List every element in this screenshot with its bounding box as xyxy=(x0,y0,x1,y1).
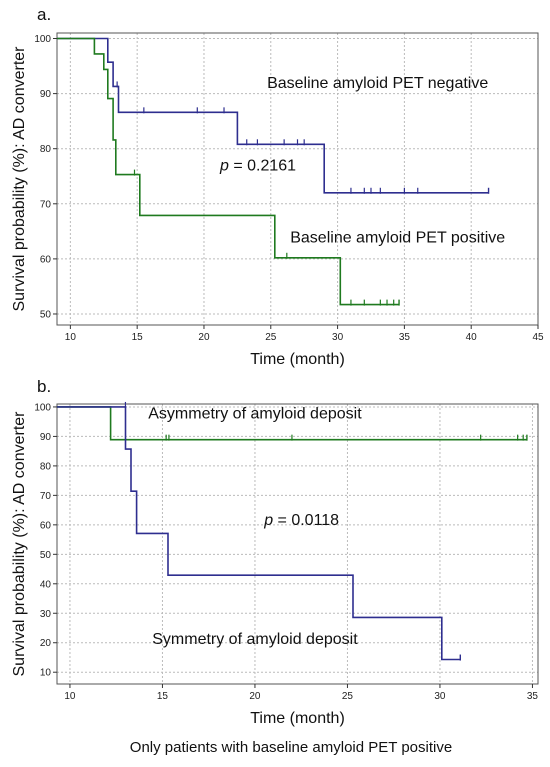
x-tick-label: 30 xyxy=(332,332,344,343)
p-value-annotation: p = 0.2161 xyxy=(219,158,296,175)
series-label: Symmetry of amyloid deposit xyxy=(152,631,358,648)
series-label: Baseline amyloid PET positive xyxy=(290,229,505,246)
plot-frame xyxy=(56,32,539,326)
y-tick-label: 80 xyxy=(40,461,52,472)
panel-b-survival-plot: b. 10 15 20 25 30 35 10 20 30 40 50 60 70 80 90 100 Time … xyxy=(11,377,539,727)
series-label: Asymmetry of amyloid deposit xyxy=(148,406,362,423)
y-tick-label: 90 xyxy=(40,89,52,100)
x-tick-label: 35 xyxy=(527,691,539,702)
y-tick-label: 60 xyxy=(40,520,52,531)
y-tick-label: 90 xyxy=(40,432,52,443)
y-tick-label: 20 xyxy=(40,638,52,649)
x-tick-label: 45 xyxy=(532,332,544,343)
p-value-text: = 0.2161 xyxy=(229,158,296,175)
y-tick-label: 100 xyxy=(34,402,51,413)
x-tick-label: 35 xyxy=(399,332,411,343)
y-tick-label: 50 xyxy=(40,550,52,561)
x-tick-label: 25 xyxy=(342,691,354,702)
p-value-symbol: p xyxy=(219,158,229,175)
y-tick-label: 50 xyxy=(40,309,52,320)
y-tick-label: 100 xyxy=(34,34,51,45)
panel-label: a. xyxy=(37,5,51,24)
survival-curve xyxy=(57,37,489,194)
survival-curve xyxy=(57,406,461,661)
figure-caption: Only patients with baseline amyloid PET … xyxy=(130,739,452,756)
x-tick-label: 15 xyxy=(132,332,144,343)
y-axis-title: Survival probability (%): AD converter xyxy=(11,411,28,677)
x-tick-label: 20 xyxy=(249,691,261,702)
plot-frame xyxy=(56,403,539,685)
p-value-annotation: p = 0.0118 xyxy=(263,512,339,529)
x-tick-label: 15 xyxy=(157,691,169,702)
y-tick-label: 30 xyxy=(40,609,52,620)
y-tick-label: 10 xyxy=(40,668,52,679)
y-tick-label: 70 xyxy=(40,491,52,502)
x-tick-label: 10 xyxy=(65,332,77,343)
x-axis-title: Time (month) xyxy=(250,710,345,727)
survival-curve xyxy=(57,37,399,306)
y-tick-label: 70 xyxy=(40,199,52,210)
y-tick-label: 60 xyxy=(40,254,52,265)
series-label: Baseline amyloid PET negative xyxy=(267,75,488,92)
x-tick-label: 20 xyxy=(198,332,210,343)
x-axis-title: Time (month) xyxy=(250,351,345,368)
x-tick-label: 40 xyxy=(466,332,478,343)
x-tick-label: 10 xyxy=(64,691,76,702)
y-tick-label: 40 xyxy=(40,579,52,590)
p-value-symbol: p xyxy=(263,512,273,529)
p-value-text: = 0.0118 xyxy=(273,512,339,529)
x-tick-label: 25 xyxy=(265,332,277,343)
panel-label: b. xyxy=(37,377,51,396)
panel-a-survival-plot: a. 10 15 20 25 30 35 40 45 50 60 70 80 90 100 Time (mon… xyxy=(11,5,544,368)
x-tick-label: 30 xyxy=(434,691,446,702)
y-tick-label: 80 xyxy=(40,144,52,155)
y-axis-title: Survival probability (%): AD converter xyxy=(11,46,28,312)
